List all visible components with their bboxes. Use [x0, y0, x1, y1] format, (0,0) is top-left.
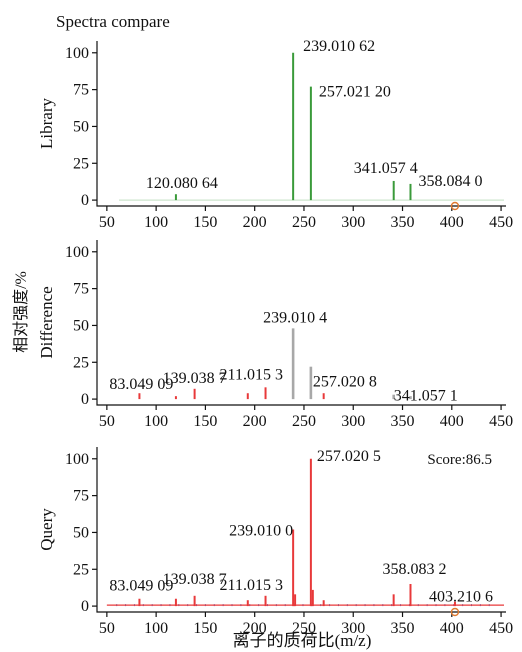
query-ytick-label: 75 — [73, 488, 89, 505]
difference-peak-label: 257.020 8 — [313, 374, 377, 391]
figure-title: Spectra compare — [56, 12, 170, 31]
difference-ytick-label: 25 — [73, 354, 89, 371]
library-peak-label: 341.057 4 — [354, 160, 418, 177]
difference-ytick-label: 75 — [73, 281, 89, 298]
library-peak-label: 358.084 0 — [418, 173, 482, 190]
library-peak-label: 120.080 64 — [146, 175, 218, 192]
library-precursor-marker — [450, 201, 460, 211]
library-xtick-label: 250 — [292, 214, 316, 231]
difference-peak-label: 341.057 1 — [394, 388, 458, 405]
query-peak-label: 239.010 0 — [229, 523, 293, 540]
difference-xtick-label: 300 — [341, 413, 365, 430]
library-ytick-label: 50 — [73, 118, 89, 135]
difference-ytick-label: 50 — [73, 317, 89, 334]
difference-xtick-label: 150 — [193, 413, 217, 430]
difference-xtick-label: 450 — [489, 413, 513, 430]
query-axes — [96, 447, 506, 613]
query-xtick-label: 150 — [193, 620, 217, 637]
query-peak-label: 403.210 6 — [429, 589, 493, 606]
shared-y-axis-label: 相对强度/% — [12, 271, 30, 353]
difference-peak-label: 139.038 7 — [163, 370, 227, 387]
query-ytick-label: 0 — [81, 598, 89, 615]
query-peak-label: 211.015 3 — [220, 577, 283, 594]
query-peak-label: 83.049 09 — [109, 578, 173, 595]
difference-y-axis-label: Difference — [37, 286, 56, 358]
library-peak-label: 239.010 62 — [303, 38, 375, 55]
difference-ytick-label: 0 — [81, 391, 89, 408]
library-xtick-label: 300 — [341, 214, 365, 231]
query-y-axis-label: Query — [37, 508, 56, 551]
library-xtick-label: 400 — [440, 214, 464, 231]
query-xtick-label: 100 — [144, 620, 168, 637]
shared-x-axis-label: 离子的质荷比(m/z) — [233, 631, 372, 650]
library-xtick-label: 150 — [193, 214, 217, 231]
query-peak-label: 358.083 2 — [382, 561, 446, 578]
query-xtick-label: 350 — [391, 620, 415, 637]
query-peak-label: 257.020 5 — [317, 448, 381, 465]
library-axes — [96, 41, 506, 207]
query-ytick-label: 50 — [73, 524, 89, 541]
query-peak-label: 139.038 7 — [163, 571, 227, 588]
difference-peak-label: 239.010 4 — [263, 309, 327, 326]
library-xtick-label: 50 — [99, 214, 115, 231]
query-xtick-label: 450 — [489, 620, 513, 637]
query-xtick-label: 200 — [243, 620, 267, 637]
difference-xtick-label: 350 — [391, 413, 415, 430]
query-precursor-marker — [450, 607, 460, 617]
query-score-annotation: Score:86.5 — [427, 452, 492, 468]
library-ytick-label: 25 — [73, 155, 89, 172]
query-xtick-label: 50 — [99, 620, 115, 637]
library-xtick-label: 350 — [391, 214, 415, 231]
difference-xtick-label: 400 — [440, 413, 464, 430]
query-ytick-label: 100 — [65, 451, 89, 468]
query-xtick-label: 300 — [341, 620, 365, 637]
difference-peak-label: 83.049 09 — [109, 376, 173, 393]
library-y-axis-label: Library — [37, 98, 56, 149]
panel-difference: 0 25 50 75 100 50 100 150 200 250 300 350 400 450 Diff… — [37, 240, 513, 430]
difference-ytick-label: 100 — [65, 244, 89, 261]
difference-xtick-label: 250 — [292, 413, 316, 430]
difference-axes — [96, 240, 506, 406]
query-xtick-label: 250 — [292, 620, 316, 637]
library-xtick-label: 200 — [243, 214, 267, 231]
query-ytick-label: 25 — [73, 561, 89, 578]
difference-xtick-label: 200 — [243, 413, 267, 430]
query-xtick-label: 400 — [440, 620, 464, 637]
library-ytick-label: 100 — [65, 45, 89, 62]
difference-peak-label: 211.015 3 — [220, 366, 283, 383]
panel-query: 0 25 50 75 100 50 100 150 200 250 300 350 400 450 Quer… — [37, 447, 513, 637]
library-peak-label: 257.021 20 — [319, 84, 391, 101]
difference-xtick-label: 50 — [99, 413, 115, 430]
library-ytick-label: 0 — [81, 192, 89, 209]
difference-xtick-label: 100 — [144, 413, 168, 430]
library-ytick-label: 75 — [73, 82, 89, 99]
library-xtick-label: 100 — [144, 214, 168, 231]
library-xtick-label: 450 — [489, 214, 513, 231]
panel-library: 0 25 50 75 100 50 100 150 200 250 300 350 400 450 Libr… — [37, 38, 513, 231]
